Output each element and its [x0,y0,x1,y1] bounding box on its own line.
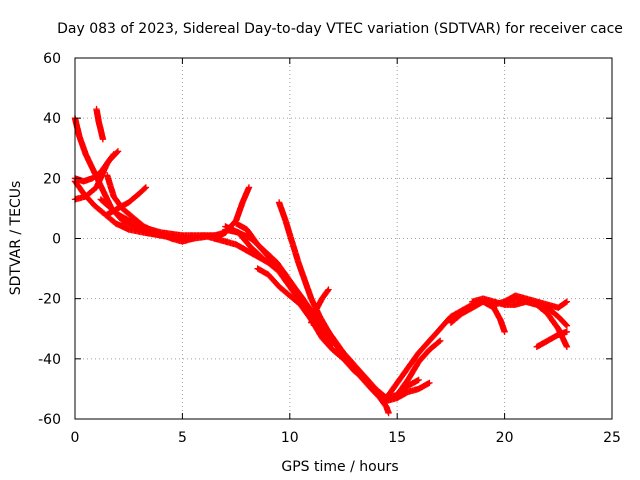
data-markers-arc-18 [394,337,444,399]
data-markers-arc-22 [533,328,571,350]
tick-label-layer: 0 5 10 15 20 25 -60 -40 -20 0 20 40 60 [38,51,621,446]
data-markers-arc-14 [275,199,392,417]
y-tick-label: -60 [38,412,61,428]
data-markers-arc-16 [308,286,332,326]
data-series-arc-21 [501,292,571,311]
x-tick-label: 20 [496,430,514,446]
data-layer [71,105,571,417]
data-markers-arc-21 [501,292,571,311]
y-axis-label: SDTVAR / TECUs [8,181,24,296]
y-tick-label: -20 [38,292,61,308]
x-tick-label: 10 [281,430,299,446]
y-tick-label: 20 [43,171,61,187]
x-tick-label: 0 [71,430,80,446]
data-series-arc-18 [394,337,444,399]
x-tick-label: 5 [178,430,187,446]
y-tick-label: 0 [52,232,61,248]
y-tick-label: 60 [43,51,61,67]
x-tick-label: 15 [388,430,406,446]
data-series-arc-16 [308,286,332,326]
y-tick-label: 40 [43,111,61,127]
tick-layer [74,57,613,420]
data-series-arc-14 [275,199,392,417]
grid-layer [75,58,612,419]
y-tick-label: -40 [38,352,61,368]
chart-title: Day 083 of 2023, Sidereal Day-to-day VTE… [57,21,623,37]
x-axis-label: GPS time / hours [281,459,398,475]
data-series-arc-22 [533,328,571,350]
data-markers-arc-5 [93,105,107,143]
x-tick-label: 25 [603,430,621,446]
data-series-arc-5 [93,105,107,143]
